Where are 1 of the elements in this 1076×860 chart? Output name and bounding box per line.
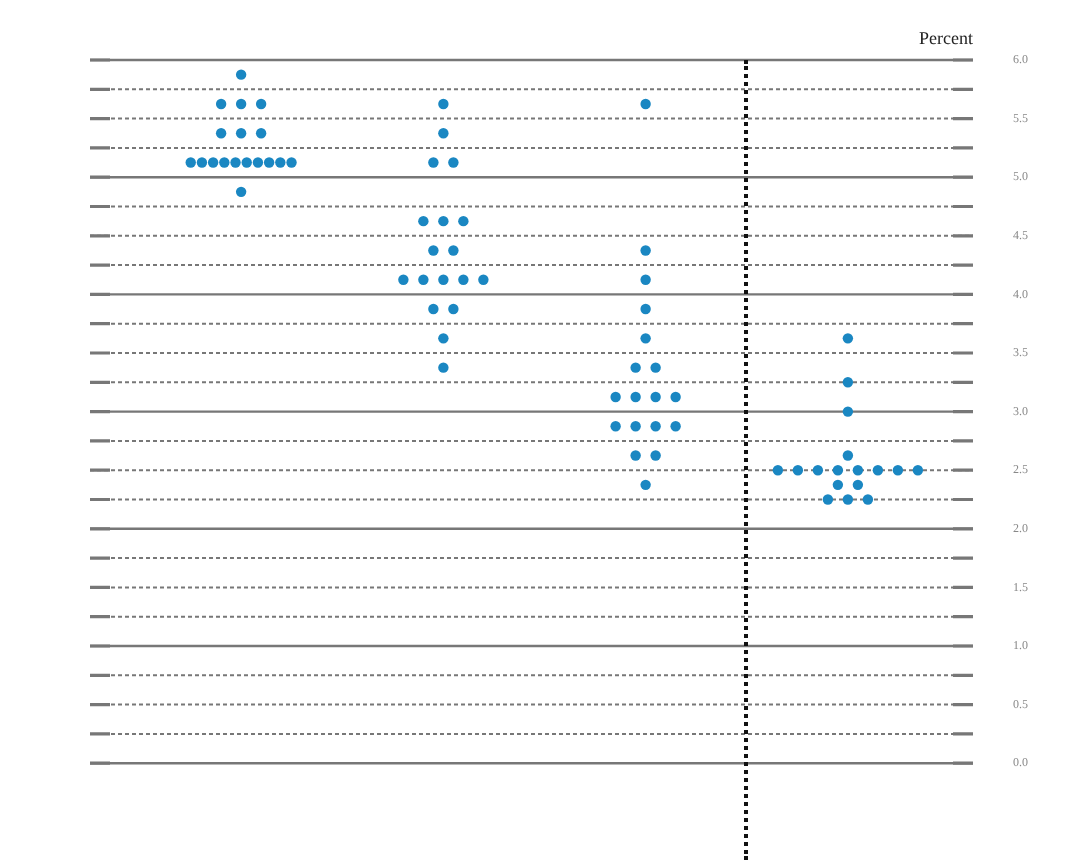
y-axis-title: Percent [919, 28, 974, 48]
